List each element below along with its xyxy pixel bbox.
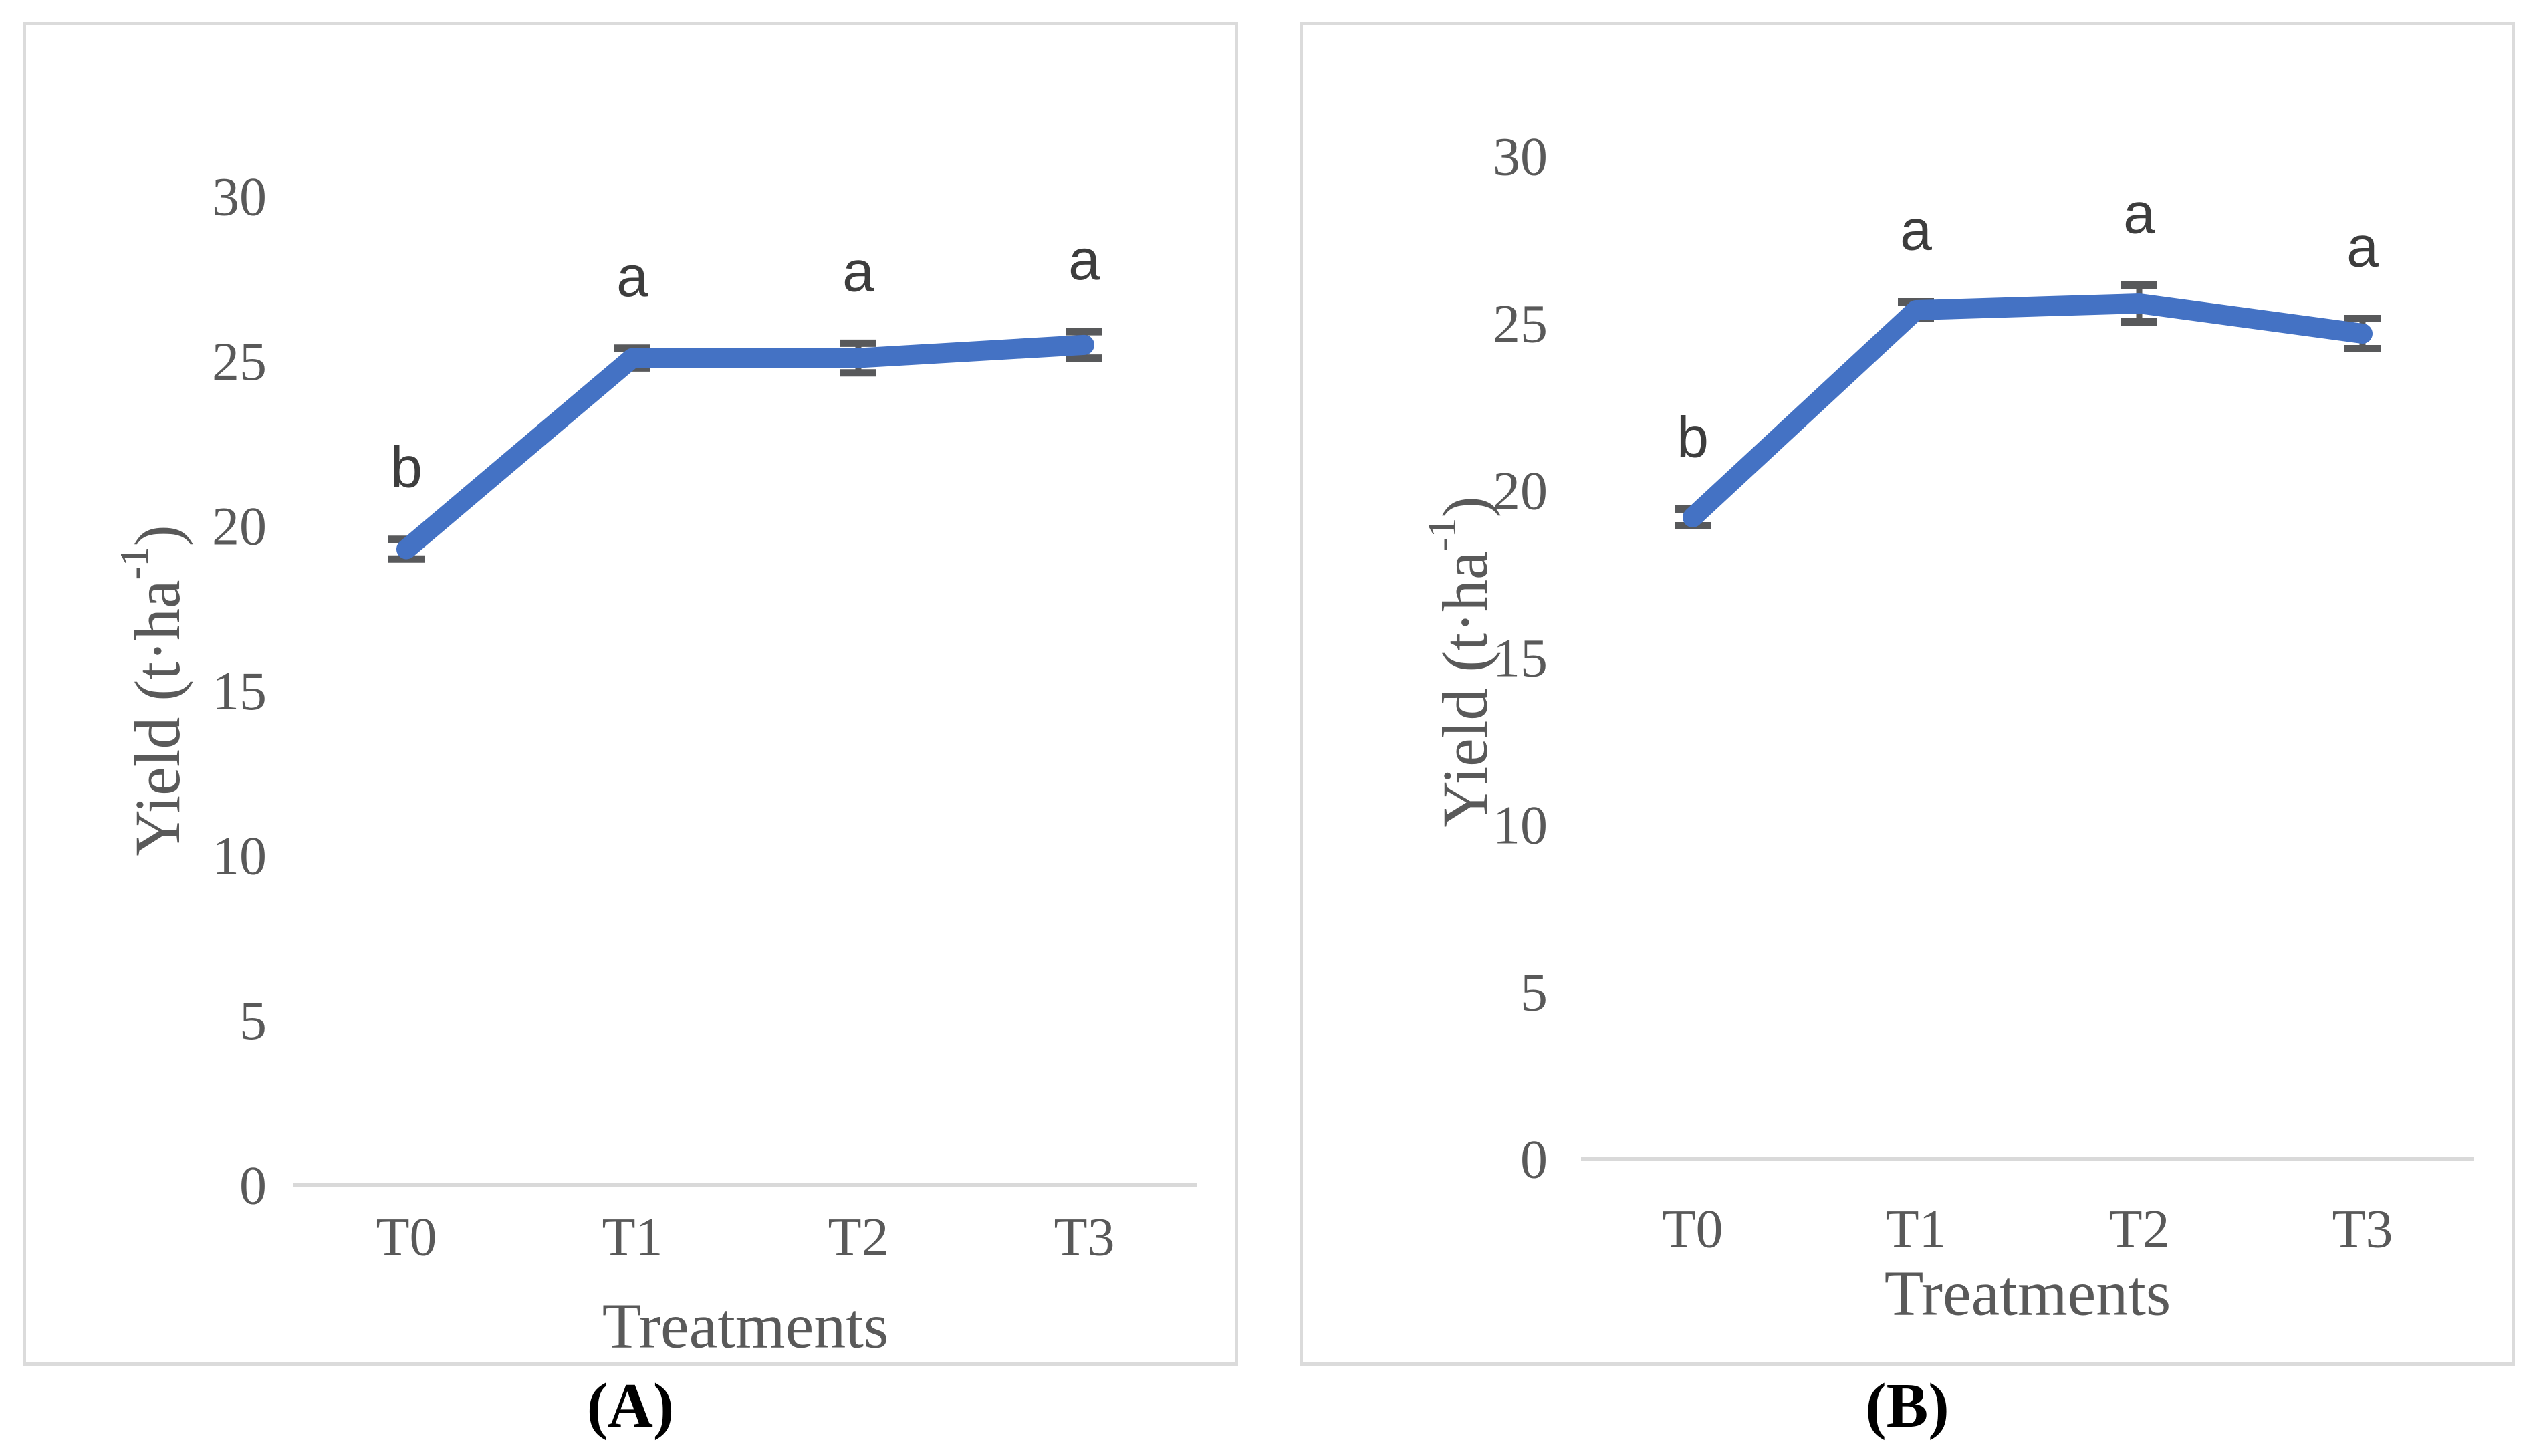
y-tick-label: 10	[212, 826, 267, 886]
sig-letter: a	[1068, 228, 1100, 292]
y-tick-label: 0	[239, 1155, 267, 1216]
sig-letter: a	[842, 239, 874, 304]
yield-line-chart-b: 0 5 10 15 20 25 30 T0 T1 T2 T3 b a a a Yield (t·ha-1) Tr…	[1420, 126, 2474, 1329]
panel-caption-a: (A)	[586, 1371, 675, 1441]
sig-letter: b	[390, 436, 422, 500]
y-tick-label: 20	[1493, 461, 1548, 521]
sig-letter: b	[1677, 406, 1709, 470]
y-tick-label: 30	[212, 166, 267, 227]
sig-letter: a	[2123, 182, 2155, 246]
y-tick-label: 5	[1520, 962, 1548, 1023]
y-tick-label: 30	[1493, 126, 1548, 187]
chart-panel-b: 0 5 10 15 20 25 30 T0 T1 T2 T3 b a a a Yield (t·ha-1) Tr…	[1300, 22, 2515, 1366]
y-axis-title: Yield (t·ha-1)	[112, 525, 193, 856]
y-tick-label: 25	[1493, 293, 1548, 354]
y-tick-label: 5	[239, 990, 267, 1051]
sig-letter: a	[616, 245, 648, 309]
x-category-label: T1	[602, 1207, 662, 1267]
y-tick-label: 25	[212, 331, 267, 392]
data-line	[1683, 293, 2373, 527]
x-category-label: T0	[1662, 1199, 1723, 1259]
chart-panel-a: 0 5 10 15 20 25 30 T0 T1 T2 T3 b a a a Yield (t·ha-1) Tr…	[23, 22, 1238, 1366]
x-category-label: T3	[1054, 1207, 1114, 1267]
y-tick-label: 10	[1493, 795, 1548, 856]
sig-letter: a	[2346, 215, 2379, 279]
x-category-label: T3	[2332, 1199, 2393, 1259]
y-axis-title: Yield (t·ha-1)	[1420, 496, 1501, 827]
panel-caption-b: (B)	[1865, 1371, 1949, 1441]
y-tick-label: 20	[212, 496, 267, 557]
y-tick-label: 0	[1520, 1129, 1548, 1190]
x-category-label: T2	[828, 1207, 888, 1267]
sig-letter: a	[1900, 199, 1932, 263]
x-category-label: T2	[2108, 1199, 2169, 1259]
data-line	[396, 334, 1094, 560]
x-category-label: T0	[376, 1207, 437, 1267]
x-category-label: T1	[1885, 1199, 1946, 1259]
y-tick-label: 15	[212, 660, 267, 721]
y-tick-label: 15	[1493, 628, 1548, 689]
x-axis-title: Treatments	[602, 1290, 888, 1362]
yield-line-chart-a: 0 5 10 15 20 25 30 T0 T1 T2 T3 b a a a Yield (t·ha-1) Tr…	[112, 166, 1197, 1362]
x-axis-title: Treatments	[1885, 1257, 2171, 1329]
